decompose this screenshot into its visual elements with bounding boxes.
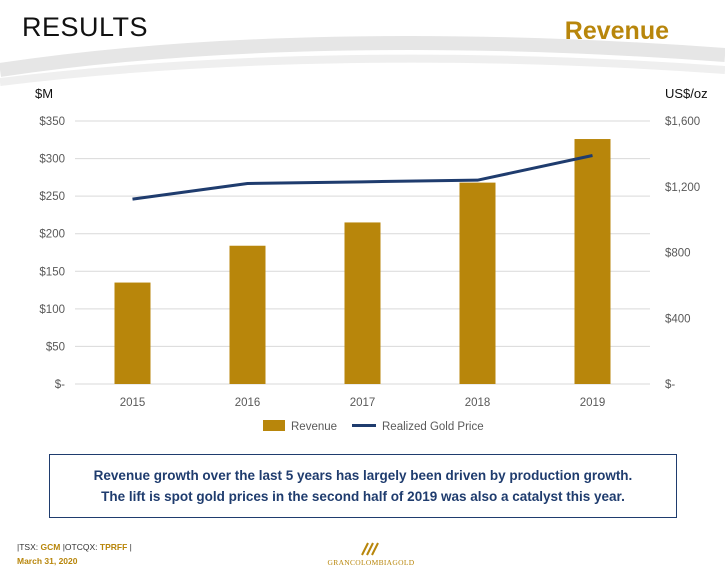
y-right-tick-label: $- [665, 379, 675, 391]
bar-revenue [229, 245, 266, 384]
x-tick-label: 2015 [120, 397, 146, 409]
tsx-label: TSX: [19, 542, 41, 552]
bar-revenue [344, 222, 381, 384]
y-right-tick-label: $400 [665, 313, 691, 325]
ticker-info: |TSX: GCM |OTCQX: TPRFF | [17, 542, 132, 552]
separator: | [17, 542, 20, 552]
y-left-tick-label: $350 [39, 116, 65, 128]
y-left-tick-label: $300 [39, 154, 65, 166]
bar-revenue [459, 182, 496, 384]
y-left-axis-title: $M [35, 86, 53, 101]
revenue-chart: $- $50 $100 $150 $200 $250 $300 $350 $- $400 $800 $… [35, 86, 708, 433]
callout-line-1: Revenue growth over the last 5 years has… [93, 468, 633, 483]
otc-symbol: TPRFF [99, 542, 128, 552]
otc-label: OTCQX: [64, 542, 100, 552]
legend-label-gold-price: Realized Gold Price [382, 421, 484, 433]
y-left-tick-label: $200 [39, 229, 65, 241]
logo-text: GRANCOLOMBIAGOLD [327, 558, 415, 567]
y-right-tick-label: $1,600 [665, 116, 700, 128]
section-title: Revenue [564, 17, 669, 45]
tsx-symbol: GCM [40, 542, 61, 552]
bar-revenue [114, 282, 151, 384]
separator: | [62, 542, 65, 552]
logo-mark-icon [361, 542, 379, 556]
bar-revenue [574, 139, 611, 384]
y-left-tick-label: $100 [39, 304, 65, 316]
legend-swatch-revenue [263, 420, 285, 431]
y-left-tick-label: $50 [46, 341, 65, 353]
x-tick-label: 2016 [235, 397, 261, 409]
header-swoosh [0, 36, 725, 86]
x-tick-label: 2018 [465, 397, 491, 409]
y-left-tick-label: $150 [39, 266, 65, 278]
x-tick-label: 2019 [580, 397, 606, 409]
page-title: RESULTS [22, 12, 149, 42]
y-left-tick-label: $- [55, 379, 65, 391]
separator: | [129, 542, 132, 552]
callout-box: Revenue growth over the last 5 years has… [49, 454, 677, 518]
report-date: March 31, 2020 [17, 556, 78, 566]
y-right-tick-label: $800 [665, 248, 691, 260]
company-logo: GRANCOLOMBIAGOLD [316, 540, 426, 570]
callout-line-2: The lift is spot gold prices in the seco… [101, 489, 625, 504]
x-tick-label: 2017 [350, 397, 376, 409]
line-gold-price [132, 154, 593, 201]
y-right-tick-label: $1,200 [665, 182, 700, 194]
y-right-axis-title: US$/oz [665, 86, 708, 101]
y-left-tick-label: $250 [39, 191, 65, 203]
legend-label-revenue: Revenue [291, 421, 337, 433]
